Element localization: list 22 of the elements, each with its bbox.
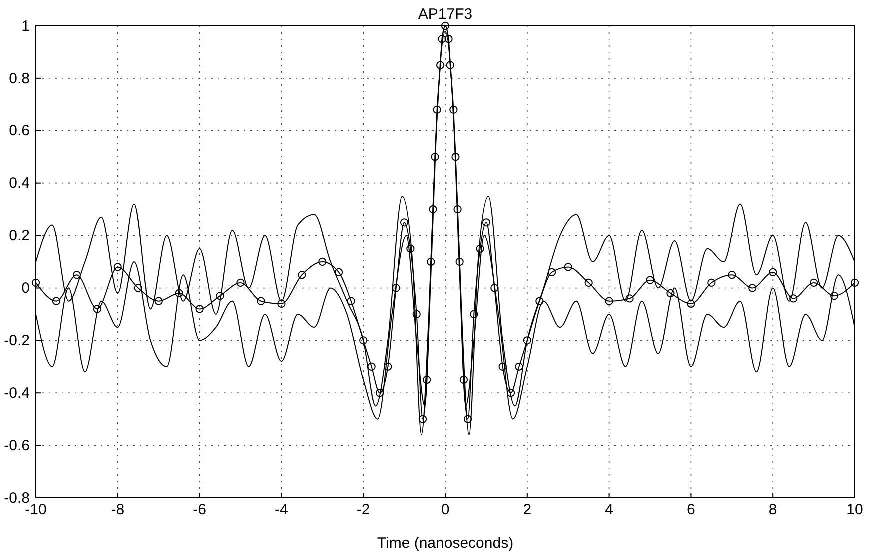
x-tick-label: 8 bbox=[768, 502, 778, 519]
y-tick-label: 0.2 bbox=[9, 228, 30, 245]
y-tick-label: 1 bbox=[22, 18, 30, 35]
y-tick-label: -0.4 bbox=[4, 384, 30, 402]
x-tick-label: 10 bbox=[846, 502, 864, 519]
y-tick-label: 0.4 bbox=[9, 175, 30, 192]
x-tick-label: 4 bbox=[605, 502, 614, 519]
x-tick-label: -4 bbox=[275, 502, 288, 519]
x-tick-label: -2 bbox=[356, 502, 370, 519]
x-tick-label: 0 bbox=[441, 502, 450, 519]
y-tick-label: 0.8 bbox=[9, 70, 30, 88]
y-tick-label: -0.6 bbox=[4, 437, 30, 454]
y-tick-label: -0.8 bbox=[4, 490, 30, 507]
y-tick-label: 0 bbox=[22, 280, 30, 298]
y-tick-label: 0.6 bbox=[9, 122, 30, 140]
x-tick-label: 6 bbox=[687, 502, 696, 519]
x-axis-title: Time (nanoseconds) bbox=[377, 535, 514, 552]
x-tick-label: 2 bbox=[523, 502, 532, 519]
y-tick-label: -0.2 bbox=[4, 332, 30, 350]
x-tick-label: -8 bbox=[111, 502, 125, 519]
x-tick-label: -6 bbox=[193, 502, 206, 519]
chart-title: AP17F3 bbox=[418, 6, 473, 23]
